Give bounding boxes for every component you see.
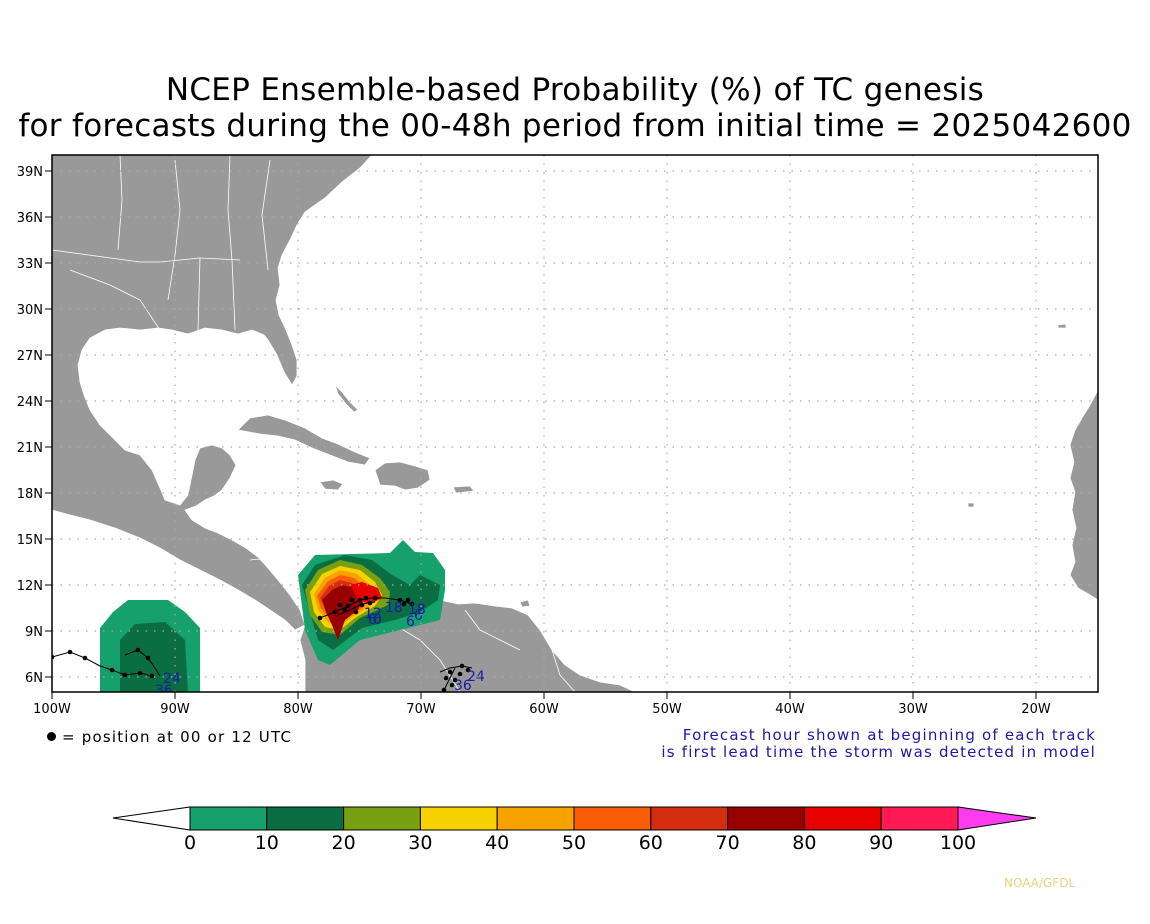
lon-label: 50W xyxy=(652,702,682,717)
track-label: 6 xyxy=(414,608,423,624)
lon-label: 40W xyxy=(775,702,805,717)
colorbar-label: 30 xyxy=(408,832,433,854)
track-label: 24 xyxy=(467,669,485,685)
lon-label: 60W xyxy=(529,702,559,717)
colorbar-box xyxy=(343,806,421,831)
lat-label: 39N xyxy=(17,165,43,180)
lon-label: 100W xyxy=(33,702,71,717)
colorbar-over-arrow xyxy=(957,806,1037,831)
colorbar-boxes xyxy=(189,806,959,831)
colorbar-label: 100 xyxy=(939,832,977,854)
colorbar-label: 60 xyxy=(638,832,663,854)
jamaica xyxy=(319,479,344,491)
lat-label: 18N xyxy=(17,487,43,502)
bahamas xyxy=(334,384,359,413)
colorbar-box xyxy=(650,806,729,831)
colorbar-label: 20 xyxy=(331,832,356,854)
lat-label: 24N xyxy=(17,395,43,410)
map-content: 24 36 18 12 6 0 18 6 6 24 36 xyxy=(52,155,1098,699)
axis-ticks xyxy=(45,170,1037,699)
colorbar-box xyxy=(419,806,498,831)
track-label: 12 xyxy=(364,606,382,622)
lon-label: 70W xyxy=(406,702,436,717)
track-label: 36 xyxy=(454,678,472,694)
track-label: 0 xyxy=(373,612,382,628)
colorbar-box xyxy=(727,806,805,831)
colorbar-box xyxy=(573,806,652,831)
lat-label: 21N xyxy=(17,441,43,456)
title-line-2: for forecasts during the 00-48h period f… xyxy=(18,108,1132,144)
colorbar xyxy=(112,806,1037,831)
title-line-1: NCEP Ensemble-based Probability (%) of T… xyxy=(165,72,985,108)
colorbar-box xyxy=(496,806,575,831)
track-label: 24 xyxy=(163,671,181,687)
lat-label: 36N xyxy=(17,211,43,226)
position-legend-note: = position at 00 or 12 UTC xyxy=(62,728,293,746)
forecast-note-line-1: Forecast hour shown at beginning of each… xyxy=(682,726,1096,744)
lat-label: 30N xyxy=(17,303,43,318)
colorbar-box xyxy=(880,806,959,831)
lat-label: 12N xyxy=(17,579,43,594)
colorbar-label: 90 xyxy=(869,832,894,854)
credit-text: NOAA/GFDL xyxy=(1004,876,1076,890)
storm-positions xyxy=(52,595,471,692)
lat-label: 33N xyxy=(17,257,43,272)
colorbar-box xyxy=(189,806,268,831)
track-label: 18 xyxy=(385,600,403,616)
colorbar-label: 0 xyxy=(183,832,197,854)
prob-10-20-gulf xyxy=(120,622,188,692)
lon-label: 30W xyxy=(898,702,928,717)
colorbar-label: 40 xyxy=(485,832,510,854)
latitude-labels: 39N 36N 33N 30N 27N 24N 21N 18N 15N 12N … xyxy=(17,165,43,686)
map-frame xyxy=(51,154,1099,693)
colorbar-label: 50 xyxy=(561,832,587,854)
cape-verde xyxy=(967,502,975,508)
colorbar-box xyxy=(803,806,882,831)
forecast-note-line-2: is first lead time the storm was detecte… xyxy=(661,743,1096,761)
canary-islands xyxy=(1057,323,1067,329)
colorbar-label: 80 xyxy=(792,832,817,854)
lon-label: 20W xyxy=(1021,702,1051,717)
track-label: 36 xyxy=(155,683,173,699)
colorbar-label: 70 xyxy=(715,832,740,854)
puerto-rico xyxy=(452,485,475,494)
hispaniola xyxy=(374,461,431,491)
colorbar-under-arrow xyxy=(112,806,191,831)
longitude-labels: 100W 90W 80W 70W 60W 50W 40W 30W 20W xyxy=(33,702,1051,717)
north-america-landmass xyxy=(52,155,373,631)
lat-label: 9N xyxy=(25,625,43,640)
track-label: 6 xyxy=(406,614,415,630)
lat-label: 6N xyxy=(25,671,43,686)
position-dot-icon xyxy=(47,732,56,741)
lon-label: 80W xyxy=(283,702,313,717)
cuba xyxy=(237,414,371,466)
lat-label: 15N xyxy=(17,533,43,548)
lon-label: 90W xyxy=(160,702,190,717)
africa-landmass xyxy=(1069,389,1098,601)
trinidad xyxy=(519,599,531,608)
lat-label: 27N xyxy=(17,349,43,364)
track-label: 6 xyxy=(368,612,377,628)
colorbar-label: 10 xyxy=(254,832,279,854)
colorbar-box xyxy=(266,806,345,831)
